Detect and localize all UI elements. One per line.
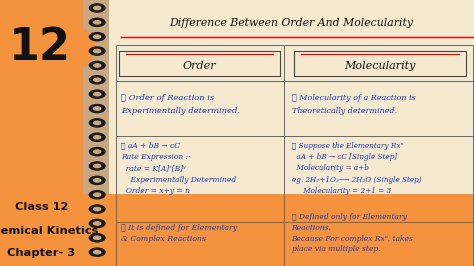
Circle shape: [93, 77, 101, 82]
Circle shape: [89, 161, 106, 171]
Text: 12: 12: [9, 26, 71, 69]
Text: ① Order of Reaction is
Experimentally determined.: ① Order of Reaction is Experimentally de…: [121, 94, 240, 114]
Text: Class 12: Class 12: [15, 202, 68, 213]
Circle shape: [0, 17, 95, 78]
FancyBboxPatch shape: [118, 51, 280, 76]
Text: ① Molecularity of a Reaction is
Theoretically determined.: ① Molecularity of a Reaction is Theoreti…: [292, 94, 415, 114]
Circle shape: [93, 192, 101, 197]
Text: Molecularity: Molecularity: [344, 61, 416, 71]
Circle shape: [89, 233, 106, 243]
FancyBboxPatch shape: [294, 51, 466, 76]
Circle shape: [89, 18, 106, 27]
Circle shape: [93, 164, 101, 168]
Text: Chemical Kinetics: Chemical Kinetics: [0, 226, 99, 236]
Text: Chapter- 3: Chapter- 3: [7, 248, 75, 258]
Circle shape: [89, 204, 106, 214]
Circle shape: [93, 120, 101, 125]
Circle shape: [89, 75, 106, 85]
Circle shape: [93, 207, 101, 211]
Bar: [0, 0, 83, 266]
Circle shape: [89, 61, 106, 70]
Circle shape: [93, 235, 101, 240]
Text: ② aA + bB → cC
Rate Expression :-
  rate = K[A]ˣ[B]ʸ
    Experimentally Determin: ② aA + bB → cC Rate Expression :- rate =…: [121, 142, 236, 195]
Text: Difference Between Order And Molecularity: Difference Between Order And Molecularit…: [170, 18, 413, 28]
Circle shape: [93, 135, 101, 140]
Circle shape: [93, 20, 101, 25]
Circle shape: [93, 149, 101, 154]
Circle shape: [93, 106, 101, 111]
Text: ③ Defined only for Elementary
Reactions.
Because For complex Rxⁿ, takes
place vi: ③ Defined only for Elementary Reactions.…: [292, 213, 413, 253]
Circle shape: [89, 247, 106, 257]
Circle shape: [89, 219, 106, 228]
Circle shape: [89, 3, 106, 13]
Text: ② Suppose the Elementary Rxⁿ
  aA + bB → cC [Single Step]
  Molecularity = a+b
e: ② Suppose the Elementary Rxⁿ aA + bB → c…: [292, 142, 421, 195]
Circle shape: [93, 250, 101, 255]
Circle shape: [93, 221, 101, 226]
Circle shape: [89, 176, 106, 185]
Circle shape: [89, 46, 106, 56]
Circle shape: [89, 89, 106, 99]
Bar: [0, 194, 474, 266]
Circle shape: [93, 178, 101, 183]
Circle shape: [89, 118, 106, 128]
Circle shape: [89, 104, 106, 113]
Circle shape: [93, 34, 101, 39]
Text: Order: Order: [182, 61, 216, 71]
Circle shape: [89, 132, 106, 142]
Circle shape: [93, 49, 101, 53]
Circle shape: [89, 32, 106, 41]
Text: ③ It is defined for Elementary
& Complex Reactions: ③ It is defined for Elementary & Complex…: [121, 224, 237, 243]
Circle shape: [93, 6, 101, 10]
Circle shape: [93, 63, 101, 68]
Circle shape: [89, 147, 106, 156]
Bar: [109, 0, 474, 266]
Circle shape: [89, 190, 106, 200]
Circle shape: [93, 92, 101, 97]
